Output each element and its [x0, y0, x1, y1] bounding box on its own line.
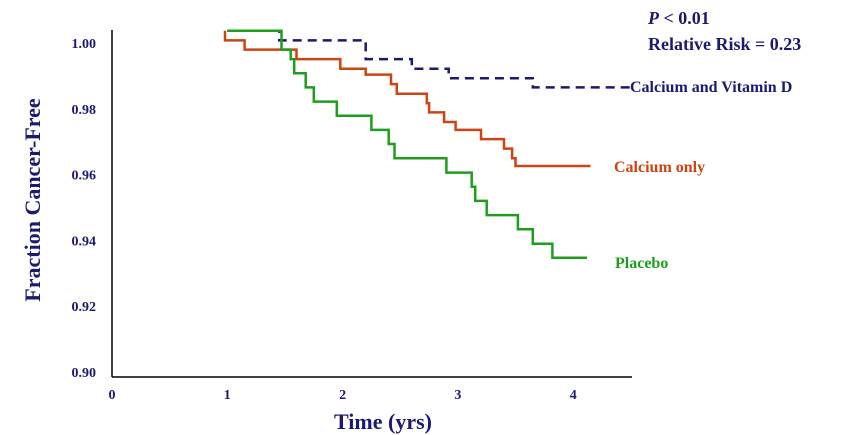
series-lines	[223, 29, 631, 260]
x-tick-label: 4	[570, 388, 577, 403]
axes	[111, 30, 632, 378]
y-tick-label: 0.90	[72, 366, 97, 381]
x-axis-title: Time (yrs)	[334, 409, 432, 434]
y-axis-title: Fraction Cancer-Free	[20, 98, 45, 302]
x-tick-label: 1	[224, 388, 231, 403]
y-tick-label: 0.94	[72, 234, 97, 249]
series-label-calcium-only: Calcium only	[614, 159, 705, 176]
y-tick-label: 0.92	[72, 300, 97, 315]
y-tick-label: 1.00	[72, 37, 97, 52]
x-tick-label: 3	[454, 388, 461, 403]
series-line-calcium-only	[223, 30, 591, 168]
y-tick-labels: 0.90 0.92 0.94 0.96 0.98 1.00	[72, 37, 97, 381]
series-line-placebo	[227, 29, 587, 260]
series-line-calcium-vitamin-d	[227, 29, 631, 89]
series-label-calcium-vitamin-d: Calcium and Vitamin D	[630, 79, 792, 96]
series-label-placebo: Placebo	[615, 255, 668, 272]
p-symbol: P	[647, 8, 660, 28]
x-tick-labels: 0 1 2 3 4	[109, 388, 577, 403]
relative-risk-annotation: Relative Risk = 0.23	[648, 34, 801, 54]
p-value-annotation: P < 0.01	[647, 8, 710, 28]
y-tick-label: 0.98	[72, 103, 97, 118]
x-tick-label: 2	[339, 388, 346, 403]
p-value-text: < 0.01	[659, 8, 710, 28]
y-tick-label: 0.96	[72, 169, 97, 184]
x-tick-label: 0	[109, 388, 116, 403]
